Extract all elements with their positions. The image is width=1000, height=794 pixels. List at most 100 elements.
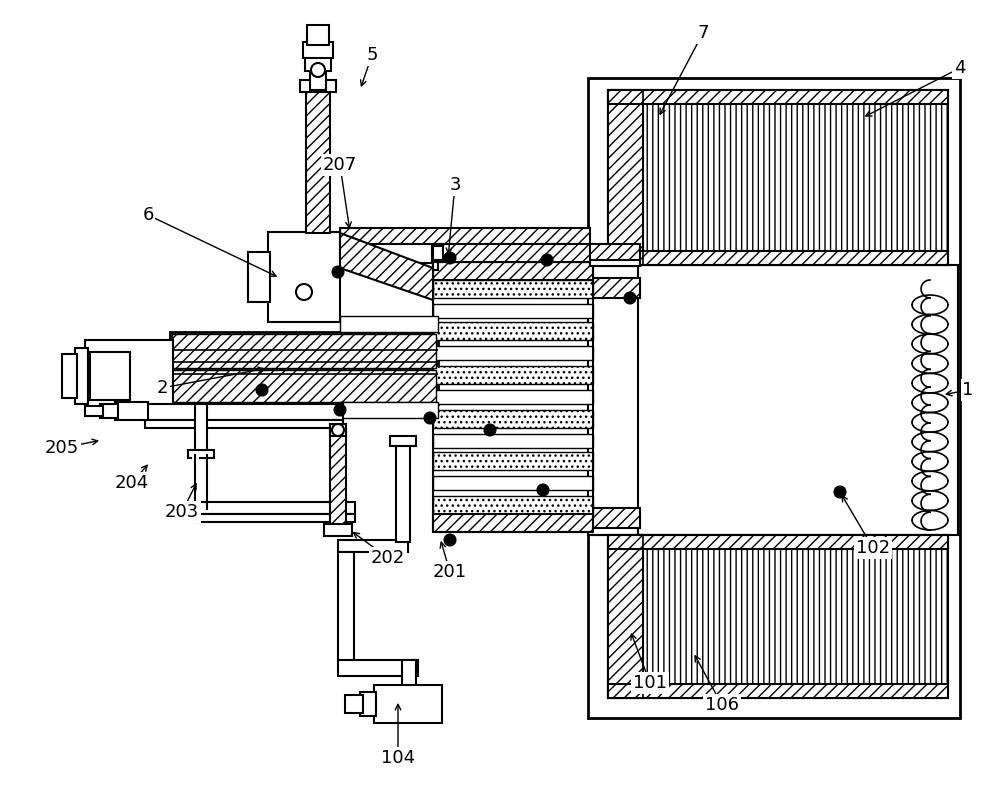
Bar [396, 440, 410, 542]
Bar [433, 452, 593, 470]
Bar [195, 502, 355, 514]
Bar [170, 368, 438, 404]
Bar [90, 352, 130, 400]
Bar [172, 370, 436, 402]
Text: 204: 204 [115, 474, 149, 492]
Bar [305, 55, 331, 71]
Bar [433, 304, 593, 318]
Bar [330, 426, 346, 526]
Bar [433, 346, 593, 360]
Bar [188, 450, 214, 458]
Bar [588, 78, 960, 718]
Bar [85, 340, 173, 412]
Bar [608, 535, 948, 549]
Text: 201: 201 [433, 563, 467, 581]
Bar [338, 552, 354, 662]
Bar [608, 535, 643, 698]
Bar [268, 232, 340, 322]
Bar [433, 244, 593, 262]
Bar [100, 404, 118, 418]
Bar [374, 685, 442, 723]
Bar [588, 265, 638, 535]
Polygon shape [340, 233, 433, 300]
Bar [590, 260, 640, 266]
Text: 7: 7 [697, 24, 709, 42]
Circle shape [484, 425, 496, 435]
Bar [433, 366, 593, 384]
Bar [338, 660, 418, 676]
Bar [433, 280, 593, 298]
Bar [433, 496, 593, 514]
Bar [433, 390, 593, 404]
Bar [172, 334, 436, 368]
Bar [433, 476, 593, 490]
Text: 205: 205 [45, 439, 79, 457]
Circle shape [834, 487, 846, 498]
Bar [75, 348, 88, 404]
Bar [340, 233, 432, 263]
Text: 6: 6 [142, 206, 154, 224]
Text: 1: 1 [962, 381, 974, 399]
Bar [300, 80, 336, 92]
Text: 104: 104 [381, 749, 415, 767]
Circle shape [542, 255, 552, 265]
Text: 106: 106 [705, 696, 739, 714]
Circle shape [334, 404, 346, 415]
Circle shape [538, 484, 548, 495]
Bar [608, 684, 948, 698]
Text: 2: 2 [156, 379, 168, 397]
Bar [360, 692, 376, 716]
Bar [540, 508, 640, 528]
Bar [433, 262, 438, 270]
Bar [608, 90, 948, 265]
Circle shape [444, 534, 456, 545]
Bar [433, 434, 593, 448]
Bar [145, 420, 343, 428]
Bar [195, 514, 355, 522]
Circle shape [424, 413, 436, 423]
Bar [608, 90, 643, 265]
Text: 203: 203 [165, 503, 199, 521]
Circle shape [332, 424, 344, 436]
Bar [340, 228, 590, 244]
Circle shape [311, 63, 325, 77]
Bar [330, 424, 346, 436]
Bar [608, 251, 948, 265]
Circle shape [256, 384, 268, 395]
Bar [590, 244, 640, 266]
Text: 101: 101 [633, 674, 667, 692]
Bar [115, 402, 148, 420]
Bar [62, 354, 77, 398]
Circle shape [624, 292, 636, 303]
Bar [402, 660, 416, 690]
Circle shape [444, 252, 456, 264]
Bar [340, 316, 438, 332]
Bar [608, 535, 948, 698]
Bar [303, 42, 333, 58]
Text: 102: 102 [856, 539, 890, 557]
Bar [340, 402, 438, 418]
Bar [433, 410, 593, 428]
Text: 3: 3 [449, 176, 461, 194]
Bar [145, 404, 343, 420]
Bar [324, 524, 352, 536]
Circle shape [296, 284, 312, 300]
Text: 207: 207 [323, 156, 357, 174]
Bar [85, 406, 103, 416]
Bar [170, 332, 438, 368]
Bar [608, 90, 948, 104]
Bar [433, 514, 593, 532]
Text: 202: 202 [371, 549, 405, 567]
Bar [433, 322, 593, 340]
Circle shape [332, 267, 344, 277]
Bar [433, 246, 443, 260]
Bar [390, 436, 416, 446]
Text: 5: 5 [366, 46, 378, 64]
Bar [338, 540, 408, 552]
Bar [310, 30, 326, 90]
Bar [307, 25, 329, 45]
Text: 4: 4 [954, 59, 966, 77]
Bar [248, 252, 270, 302]
Bar [540, 278, 640, 298]
Bar [306, 88, 330, 233]
